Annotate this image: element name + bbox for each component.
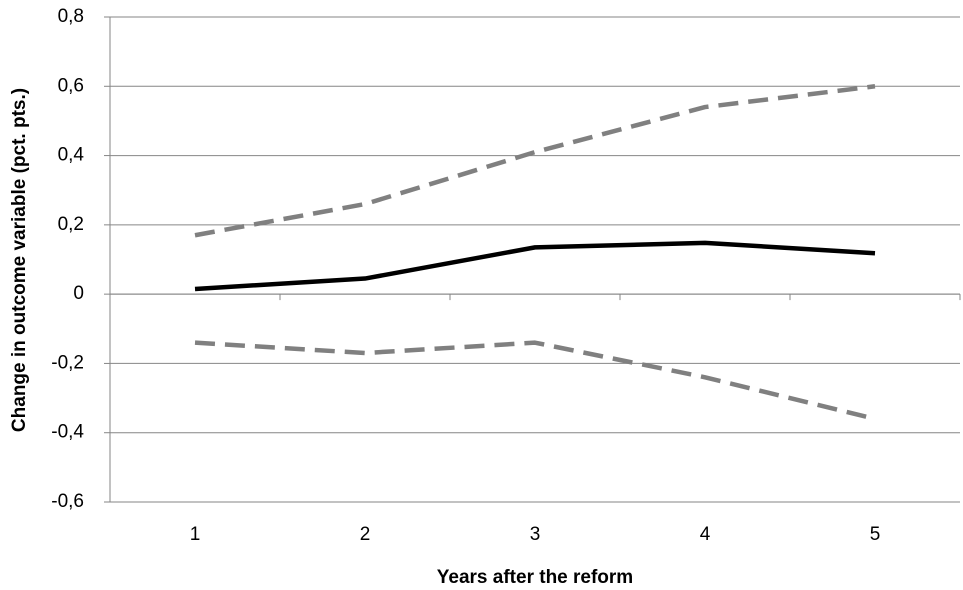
- x-axis-title: Years after the reform: [437, 567, 633, 588]
- y-axis-title: Change in outcome variable (pct. pts.): [9, 88, 30, 432]
- x-tick-label: 3: [530, 524, 541, 545]
- x-tick-label: 4: [700, 524, 711, 545]
- y-tick-label: -0,4: [51, 422, 84, 443]
- x-tick-label: 5: [870, 524, 881, 545]
- x-tick-label: 1: [190, 524, 201, 545]
- dashed-line: [194, 340, 876, 422]
- dashed-line: [194, 84, 876, 238]
- line: [194, 240, 876, 292]
- x-tick-label: 2: [360, 524, 371, 545]
- y-tick-label: 0,8: [58, 6, 84, 27]
- y-tick-label: -0,6: [51, 491, 84, 512]
- y-tick-label: 0,6: [58, 75, 84, 96]
- y-tick-label: 0,2: [58, 214, 84, 235]
- y-tick-label: 0: [73, 283, 84, 304]
- y-tick-label: -0,2: [51, 352, 84, 373]
- y-tick-label: 0,4: [58, 145, 85, 166]
